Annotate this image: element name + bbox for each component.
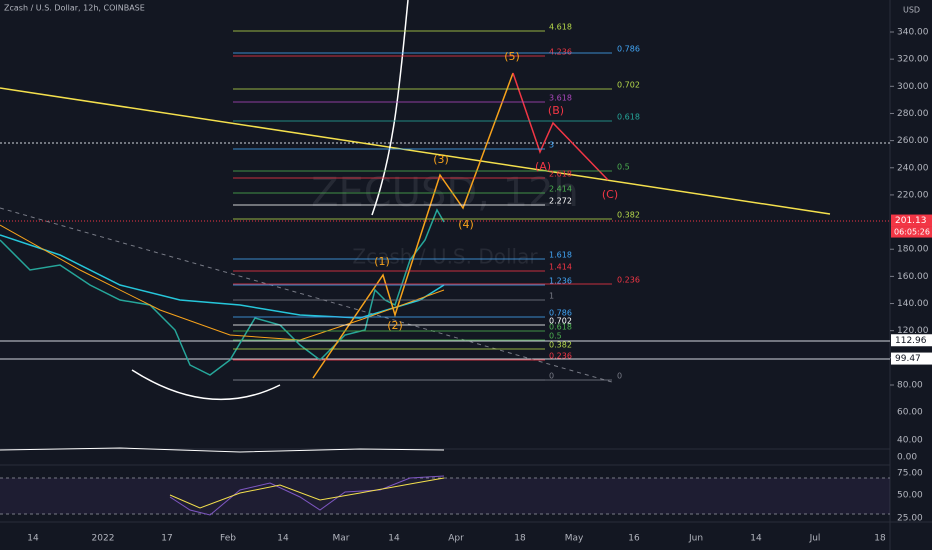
fib-label: 0.702 bbox=[617, 81, 640, 90]
fib-label: 0.382 bbox=[549, 341, 572, 350]
fib-label: 2.272 bbox=[549, 197, 572, 206]
x-tick-label: 14 bbox=[388, 534, 400, 544]
macd-line bbox=[0, 447, 445, 453]
price-badge bbox=[891, 214, 932, 227]
fib-label: 1.618 bbox=[549, 251, 572, 260]
fib-label: 2.414 bbox=[549, 185, 572, 194]
correction-path bbox=[512, 72, 609, 181]
moving-average bbox=[0, 224, 445, 341]
fib-label: 0.786 bbox=[549, 309, 572, 318]
drawings bbox=[0, 0, 890, 516]
countdown-badge bbox=[891, 226, 932, 238]
x-tick-label: Jul bbox=[809, 534, 821, 544]
price-tick-label: 80.00 bbox=[897, 381, 923, 391]
volume-tick-label: 40.00 bbox=[897, 436, 923, 446]
curve bbox=[131, 369, 281, 401]
fib-label: 4.618 bbox=[549, 23, 572, 32]
wave-label: (C) bbox=[602, 188, 618, 201]
channel-line bbox=[0, 207, 613, 383]
x-tick-label: 14 bbox=[27, 534, 39, 544]
rsi-tick-label: 75.00 bbox=[897, 469, 923, 479]
price-tick-label: 220.00 bbox=[897, 190, 929, 200]
fib-label: 0 bbox=[549, 372, 554, 381]
wave-label: (A) bbox=[535, 160, 551, 173]
fib-label: 3.618 bbox=[549, 94, 572, 103]
x-tick-label: 17 bbox=[161, 534, 172, 544]
rsi-tick-label: 50.00 bbox=[897, 491, 923, 501]
countdown-label: 06:05:26 bbox=[894, 228, 930, 237]
rsi-tick-label: 25.00 bbox=[897, 514, 923, 524]
fib-label: 1.414 bbox=[549, 263, 572, 272]
x-tick-label: May bbox=[565, 534, 584, 544]
wave-label: (B) bbox=[548, 104, 564, 117]
fib-label: 0.236 bbox=[549, 352, 572, 361]
fib-label: 0.5 bbox=[549, 332, 562, 341]
x-tick-label: 18 bbox=[514, 534, 526, 544]
fib-label: 1.236 bbox=[549, 277, 572, 286]
fib-label: 4.236 bbox=[549, 48, 572, 57]
trendline bbox=[0, 87, 831, 215]
wave-label: (5) bbox=[504, 50, 520, 63]
fib-label: 0.702 bbox=[549, 317, 572, 326]
currency-label: USD bbox=[903, 6, 920, 15]
watermark-sub: Zcash / U.S. Dollar bbox=[352, 245, 538, 269]
wave-path bbox=[312, 72, 514, 379]
fib-label: 0.5 bbox=[617, 163, 630, 172]
x-tick-label: 14 bbox=[750, 534, 762, 544]
price-tick-label: 280.00 bbox=[897, 109, 929, 119]
volume-tick-label: 60.00 bbox=[897, 408, 923, 418]
fib-label: 1 bbox=[549, 292, 554, 301]
x-tick-label: Apr bbox=[448, 534, 464, 544]
x-tick-label: Feb bbox=[220, 534, 236, 544]
x-tick-label: 16 bbox=[628, 534, 640, 544]
fib-label: 0.786 bbox=[617, 45, 640, 54]
fib-label: 0.618 bbox=[549, 323, 572, 332]
x-tick-label: Jun bbox=[688, 534, 703, 544]
x-tick-label: 2022 bbox=[92, 534, 115, 544]
wave-label: (2) bbox=[387, 319, 403, 332]
macd-tick-label: 0.00 bbox=[897, 453, 917, 463]
rsi-band bbox=[0, 478, 890, 514]
price-tick-label: 160.00 bbox=[897, 272, 929, 282]
price-badge-label: 99.47 bbox=[895, 354, 921, 364]
x-tick-label: 14 bbox=[277, 534, 289, 544]
wave-label: (4) bbox=[458, 218, 474, 231]
price-tick-label: 340.00 bbox=[897, 28, 929, 38]
price-tick-label: 180.00 bbox=[897, 245, 929, 255]
price-badge-label: 112.96 bbox=[895, 336, 927, 346]
price-badge-label: 201.13 bbox=[895, 216, 927, 226]
price-tick-label: 300.00 bbox=[897, 82, 929, 92]
curve bbox=[371, 0, 409, 216]
wave-label: (1) bbox=[374, 255, 390, 268]
price-tick-label: 140.00 bbox=[897, 299, 929, 309]
rsi-line bbox=[169, 475, 445, 516]
price-tick-label: 240.00 bbox=[897, 163, 929, 173]
price-badge bbox=[891, 352, 932, 365]
x-tick-label: 18 bbox=[874, 534, 886, 544]
fib-label: 0 bbox=[617, 372, 622, 381]
fib-label: 0.382 bbox=[617, 211, 640, 220]
price-badge bbox=[891, 334, 932, 347]
fib-label: 0.618 bbox=[617, 113, 640, 122]
x-tick-label: Mar bbox=[333, 534, 350, 544]
rsi-ma bbox=[169, 477, 445, 509]
wave-label: (3) bbox=[433, 153, 449, 166]
fib-label: 3 bbox=[549, 141, 554, 150]
symbol-title: Zcash / U.S. Dollar, 12h, COINBASE bbox=[4, 4, 145, 13]
price-tick-label: 260.00 bbox=[897, 136, 929, 146]
price-tick-label: 320.00 bbox=[897, 55, 929, 65]
price-tick-label: 120.00 bbox=[897, 326, 929, 336]
fib-label: 2.618 bbox=[549, 170, 572, 179]
fib-label: 0.236 bbox=[617, 276, 640, 285]
